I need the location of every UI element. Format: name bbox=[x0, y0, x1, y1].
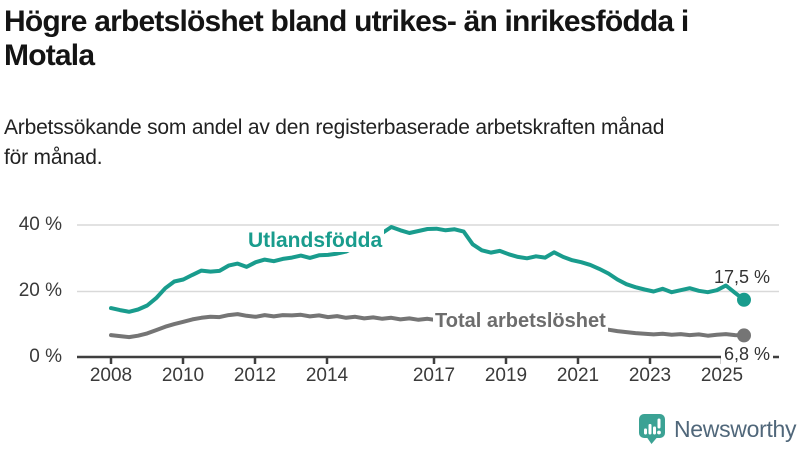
y-tick-0: 0 % bbox=[29, 346, 62, 367]
series-line-total-arbetsloshet bbox=[109, 312, 746, 340]
x-tick-2019: 2019 bbox=[484, 365, 528, 386]
end-value-label-total: 6,8 % bbox=[721, 344, 774, 365]
newsworthy-wordmark: Newsworthy bbox=[674, 415, 797, 442]
x-tick-2014: 2014 bbox=[305, 365, 349, 386]
y-tick-40: 40 % bbox=[18, 214, 62, 235]
x-tick-2017: 2017 bbox=[412, 365, 456, 386]
series-end-dot-utlandsfodda bbox=[737, 292, 751, 307]
newsworthy-logo[interactable]: Newsworthy bbox=[638, 412, 797, 446]
bar-chart-speech-bubble-icon bbox=[638, 413, 666, 445]
x-tick-2008: 2008 bbox=[89, 365, 133, 386]
series-label-utlandsfodda: Utlandsfödda bbox=[246, 229, 385, 252]
y-tick-20: 20 % bbox=[18, 280, 62, 301]
x-tick-2025: 2025 bbox=[700, 365, 744, 386]
x-tick-2012: 2012 bbox=[233, 365, 277, 386]
x-tick-2023: 2023 bbox=[628, 365, 672, 386]
series-end-dot-total-arbetsloshet bbox=[737, 328, 751, 343]
series-layer bbox=[109, 225, 751, 343]
title-line-2: Motala bbox=[4, 39, 95, 72]
x-tick-2010: 2010 bbox=[161, 365, 205, 386]
subtitle-line-1: Arbetssökande som andel av den registerb… bbox=[4, 116, 665, 139]
chart-subtitle: Arbetssökande som andel av den registerb… bbox=[4, 113, 784, 173]
x-axis-ticks bbox=[109, 357, 724, 364]
subtitle-line-2: för månad. bbox=[4, 146, 103, 169]
x-tick-2021: 2021 bbox=[556, 365, 600, 386]
end-value-label-utlandsfodda: 17,5 % bbox=[714, 267, 771, 287]
series-line-utlandsfodda bbox=[109, 225, 746, 314]
page-title: Högre arbetslöshet bland utrikes- än inr… bbox=[4, 5, 798, 73]
series-label-total-arbetsloshet: Total arbetslöshet bbox=[433, 310, 608, 333]
title-line-1: Högre arbetslöshet bland utrikes- än inr… bbox=[4, 5, 689, 38]
